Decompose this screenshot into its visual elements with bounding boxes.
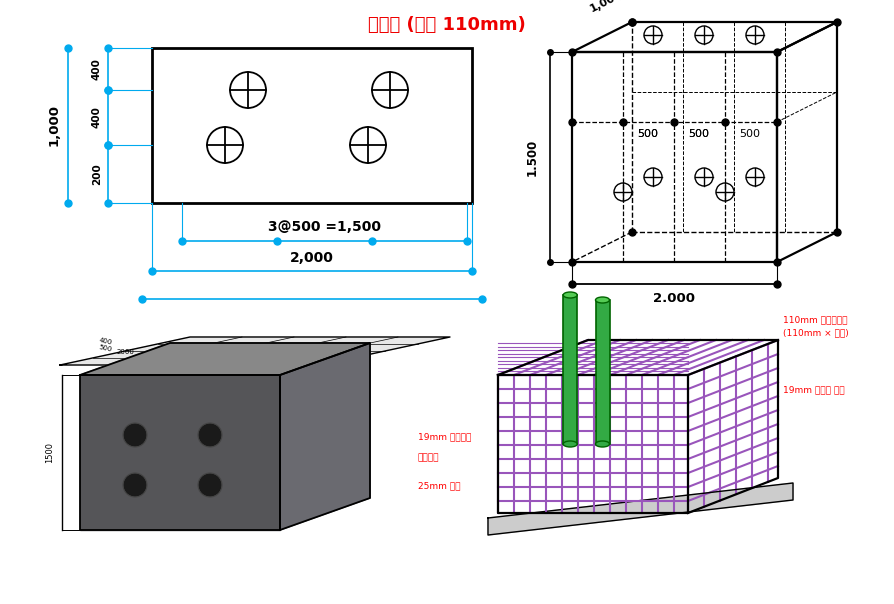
Text: 3@500 =1,500: 3@500 =1,500 (268, 220, 381, 234)
Text: 1.500: 1.500 (526, 138, 538, 176)
Ellipse shape (595, 441, 610, 447)
Ellipse shape (595, 297, 610, 303)
Text: 110mm 강관파이프: 110mm 강관파이프 (783, 315, 848, 324)
Text: 25mm 하중: 25mm 하중 (418, 481, 460, 490)
Text: 1,000: 1,000 (47, 104, 61, 147)
Text: 2000: 2000 (116, 349, 134, 355)
Text: 2.000: 2.000 (654, 292, 696, 304)
Ellipse shape (563, 292, 578, 298)
Text: 1500: 1500 (45, 442, 54, 463)
Bar (152, 48, 472, 203)
Circle shape (199, 474, 221, 496)
Text: 500: 500 (688, 129, 710, 139)
Polygon shape (80, 375, 280, 530)
Text: 1,000: 1,000 (588, 0, 624, 14)
Circle shape (124, 424, 146, 446)
Text: 카바리지: 카바리지 (418, 453, 440, 462)
Text: (110mm × 스펀): (110mm × 스펀) (783, 329, 848, 338)
Polygon shape (80, 343, 370, 375)
Polygon shape (60, 337, 450, 365)
Circle shape (199, 424, 221, 446)
Text: 400: 400 (98, 337, 113, 345)
Text: 500: 500 (197, 349, 210, 355)
Ellipse shape (563, 441, 578, 447)
Text: 500: 500 (249, 349, 262, 355)
Text: 200: 200 (92, 163, 102, 185)
FancyBboxPatch shape (595, 300, 610, 444)
Polygon shape (488, 483, 793, 535)
Text: 쿨스관 (직경 110mm): 쿨스관 (직경 110mm) (368, 16, 526, 34)
Text: 19mm 스터드 볼트: 19mm 스터드 볼트 (783, 385, 845, 394)
Text: 500: 500 (688, 129, 710, 139)
Text: 500: 500 (637, 129, 659, 139)
Polygon shape (280, 343, 370, 530)
Text: 500: 500 (739, 129, 761, 139)
Text: 500: 500 (98, 344, 113, 353)
Text: 400: 400 (92, 106, 102, 129)
Text: 1000: 1000 (298, 349, 316, 355)
Text: 400: 400 (92, 58, 102, 80)
Text: 2,000: 2,000 (290, 251, 334, 265)
FancyBboxPatch shape (563, 295, 578, 444)
Circle shape (124, 474, 146, 496)
Text: 19mm 아연철판: 19mm 아연철판 (418, 432, 471, 442)
Text: 500: 500 (637, 129, 659, 139)
